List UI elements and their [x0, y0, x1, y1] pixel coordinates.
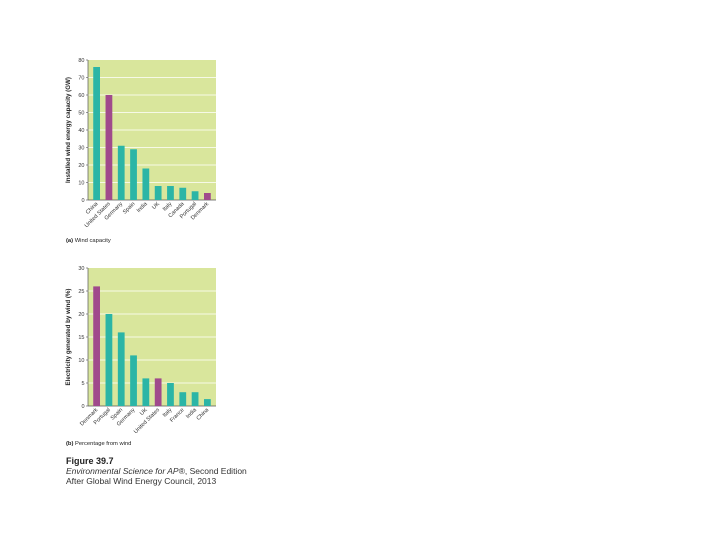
y-tick-label: 0	[81, 198, 84, 204]
y-tick-label: 25	[78, 289, 84, 295]
x-tick-label-india: India	[136, 201, 149, 214]
panel-caption: (a) Wind capacity	[66, 238, 111, 244]
figure-credit: After Global Wind Energy Council, 2013	[66, 476, 217, 486]
y-tick-label: 5	[81, 381, 84, 387]
y-axis-title: Electricity generated by wind (%)	[65, 289, 72, 386]
bar-uk	[154, 186, 162, 200]
bar-portugal	[191, 191, 199, 200]
bar-germany	[117, 145, 125, 200]
bar-uk	[142, 378, 150, 406]
bar-india	[191, 392, 199, 406]
bar-italy	[167, 186, 174, 200]
bar-germany	[130, 355, 137, 406]
x-tick-label-italy: Italy	[162, 201, 174, 213]
y-tick-label: 60	[78, 93, 84, 99]
figure-caption-block: Figure 39.7 Environmental Science for AP…	[66, 456, 247, 486]
x-tick-label-china: China	[196, 407, 211, 422]
bar-portugal	[105, 314, 113, 406]
y-tick-label: 80	[78, 58, 84, 64]
figure-title: Figure 39.7	[66, 456, 114, 466]
bar-denmark	[204, 193, 211, 200]
bar-spain	[117, 332, 125, 406]
x-tick-label-spain: Spain	[122, 201, 136, 215]
y-tick-label: 50	[78, 111, 84, 117]
bar-spain	[130, 149, 137, 200]
bar-china	[204, 399, 211, 406]
figure-source-edition: , Second Edition	[184, 466, 247, 476]
y-axis-title: Installed wind energy capacity (GW)	[65, 77, 72, 183]
bar-china	[93, 67, 100, 200]
x-tick-label-uk: UK	[139, 407, 149, 417]
figure-source: Environmental Science for AP®, Second Ed…	[66, 466, 247, 476]
panel-letter: (b)	[66, 441, 75, 447]
y-tick-label: 20	[78, 312, 84, 318]
y-tick-label: 10	[78, 358, 84, 364]
y-tick-label: 30	[78, 266, 84, 272]
bar-united-states	[154, 378, 162, 406]
panel-letter: (a)	[66, 238, 75, 244]
y-tick-label: 10	[78, 181, 84, 187]
panel-caption-text: Wind capacity	[75, 238, 111, 244]
bar-france	[179, 392, 187, 406]
y-tick-label: 40	[78, 128, 84, 134]
x-tick-label-uk: UK	[151, 201, 161, 211]
bar-denmark	[93, 286, 100, 406]
panel-caption-text: Percentage from wind	[75, 441, 131, 447]
bar-united-states	[105, 95, 113, 200]
bar-india	[142, 168, 150, 200]
y-tick-label: 20	[78, 163, 84, 169]
y-tick-label: 30	[78, 146, 84, 152]
y-tick-label: 15	[78, 335, 84, 341]
y-tick-label: 70	[78, 76, 84, 82]
figure-source-italic: Environmental Science for AP®	[66, 466, 185, 476]
bar-canada	[179, 187, 187, 200]
y-tick-label: 0	[81, 404, 84, 410]
panel-caption: (b) Percentage from wind	[66, 441, 131, 447]
bar-italy	[167, 383, 174, 406]
x-tick-label-italy: Italy	[162, 407, 174, 419]
